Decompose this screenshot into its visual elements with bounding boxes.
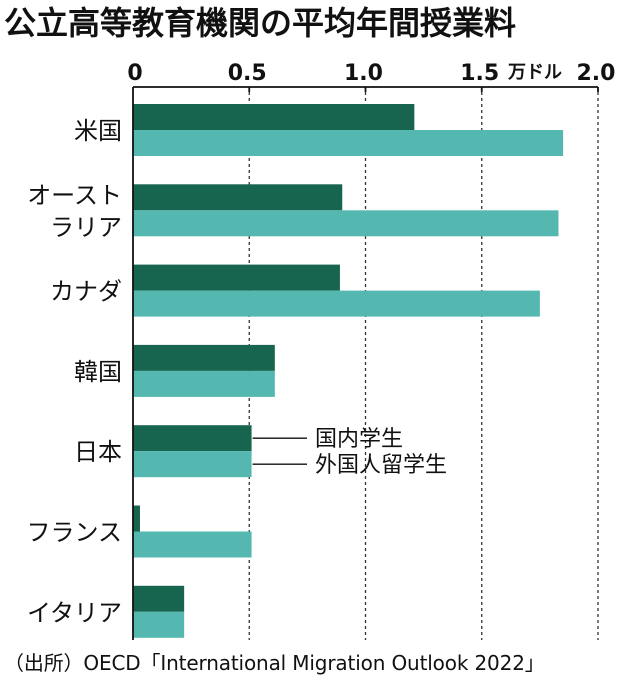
international-student-bar xyxy=(133,290,540,317)
domestic-student-bar xyxy=(133,184,343,211)
domestic-student-bar xyxy=(133,264,340,291)
category-label: 日本 xyxy=(74,438,122,466)
category-label: イタリア xyxy=(27,599,122,627)
category-label: 米国 xyxy=(74,117,122,145)
domestic-student-bar xyxy=(133,344,275,371)
source-note: （出所）OECD「International Migration Outlook… xyxy=(4,651,545,675)
international-student-bar xyxy=(133,451,252,478)
international-student-bar xyxy=(133,611,185,638)
bar-layer xyxy=(133,104,564,638)
international-student-bar xyxy=(133,130,564,156)
international-student-bar xyxy=(133,210,559,237)
legend-international-label: 外国人留学生 xyxy=(315,453,447,478)
category-label: カナダ xyxy=(50,278,122,306)
x-axis-unit-label: 万ドル xyxy=(507,62,562,83)
domestic-student-bar xyxy=(133,505,140,532)
domestic-student-bar xyxy=(133,104,415,130)
international-student-bar xyxy=(133,531,252,558)
category-label: 韓国 xyxy=(74,358,122,386)
category-label-line: オースト xyxy=(27,181,122,209)
domestic-student-bar xyxy=(133,425,252,452)
international-student-bar xyxy=(133,370,275,397)
chart-title: 公立高等教育機関の平均年間授業料 xyxy=(4,4,517,42)
x-axis-tick-label: 1.5 xyxy=(460,61,499,86)
domestic-student-bar xyxy=(133,585,185,612)
category-label: フランス xyxy=(26,519,122,547)
x-axis-tick-label: 2.0 xyxy=(577,61,616,86)
x-axis-tick-label: 0.5 xyxy=(228,61,267,86)
legend-domestic-label: 国内学生 xyxy=(315,427,403,452)
grid-layer xyxy=(248,92,599,640)
x-axis-tick-label: 1.0 xyxy=(344,61,383,86)
axis-layer: 0 0.5 1.0 1.5 2.0 万ドル xyxy=(127,61,615,640)
x-axis-tick-label: 0 xyxy=(127,61,142,86)
category-label-line: ラリア xyxy=(50,213,122,241)
